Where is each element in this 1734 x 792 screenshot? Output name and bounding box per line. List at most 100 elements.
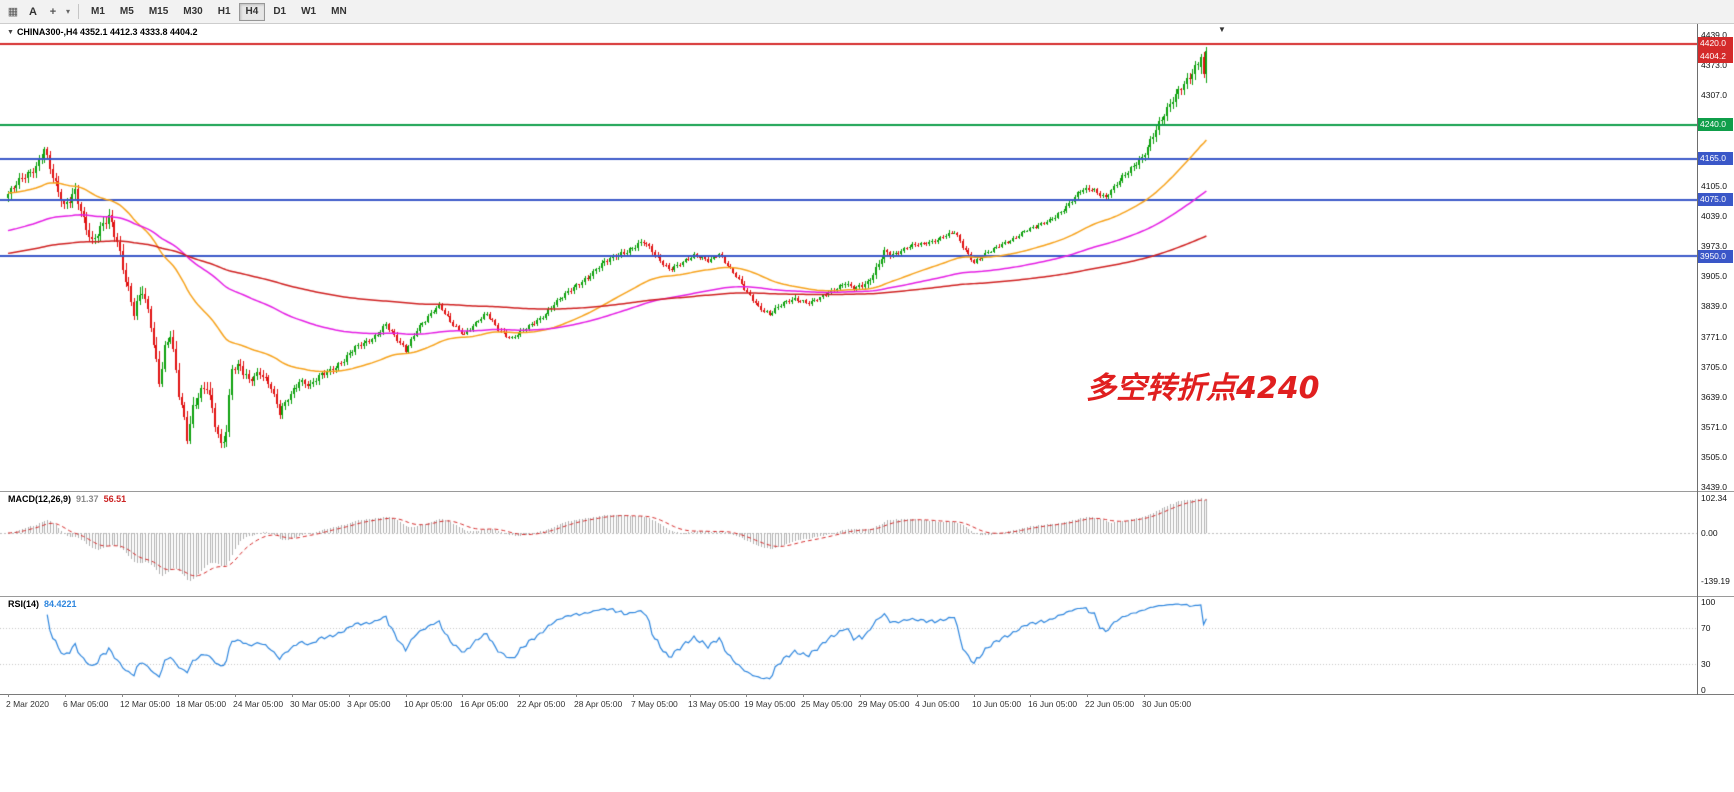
time-axis-label: 30 Mar 05:00 [290, 699, 341, 709]
time-axis-label: 7 May 05:00 [631, 699, 678, 709]
price-tick-label: 3639.0 [1701, 391, 1727, 402]
timeframe-button-m30[interactable]: M30 [183, 5, 203, 17]
rsi-indicator-label: RSI(14) 84.4221 [8, 599, 77, 609]
macd-axis-label: 102.34 [1701, 492, 1727, 503]
timeframe-button-m15[interactable]: M15 [148, 5, 169, 17]
macd-indicator-label: MACD(12,26,9) 91.37 56.51 [8, 494, 126, 504]
time-axis-label: 2 Mar 2020 [6, 699, 49, 709]
symbol-ohlc-header: ▼ CHINA300-,H4 4352.1 4412.3 4333.8 4404.… [7, 27, 198, 37]
time-tick-mark [292, 694, 293, 697]
timeframe-toolbar: M1 M5 M15 M30 H1 H4 D1 W1 MN [84, 2, 354, 21]
ohlc-header-marker-icon: ▼ [7, 29, 14, 36]
price-tick-label: 4373.0 [1701, 59, 1727, 70]
time-tick-mark [519, 694, 520, 697]
time-axis-label: 3 Apr 05:00 [347, 699, 391, 709]
price-tick-label: 4105.0 [1701, 180, 1727, 191]
macd-axis-label: -139.19 [1701, 575, 1730, 586]
time-axis-label: 4 Jun 05:00 [915, 699, 960, 709]
time-axis-label: 24 Mar 05:00 [233, 699, 284, 709]
time-axis-label: 12 Mar 05:00 [120, 699, 171, 709]
price-tick-label: 3905.0 [1701, 271, 1727, 282]
time-axis[interactable]: 2 Mar 2020 6 Mar 05:00 12 Mar 05:00 18 Mar … [0, 694, 1734, 720]
price-tick-label: 4307.0 [1701, 89, 1727, 100]
time-tick-mark [576, 694, 577, 697]
timeframe-button-h4[interactable]: H4 [238, 2, 266, 21]
time-tick-mark [406, 694, 407, 697]
time-tick-mark [122, 694, 123, 697]
price-tick-label: 3439.0 [1701, 482, 1727, 492]
rsi-pane-separator[interactable] [0, 596, 1734, 597]
time-axis-label: 22 Apr 05:00 [517, 699, 566, 709]
text-tool-icon[interactable]: A [29, 5, 37, 18]
time-tick-mark [1144, 694, 1145, 697]
time-tick-mark [349, 694, 350, 697]
time-axis-label: 10 Apr 05:00 [404, 699, 453, 709]
time-axis-label: 16 Jun 05:00 [1028, 699, 1078, 709]
rsi-value: 84.4221 [44, 599, 77, 609]
price-tick-label: 4439.0 [1701, 30, 1727, 40]
toolbar-separator [78, 4, 79, 19]
price-tick-label: 3771.0 [1701, 331, 1727, 342]
macd-axis-label: 0.00 [1701, 528, 1718, 538]
timeframe-button-mn[interactable]: MN [331, 5, 347, 17]
rsi-axis-label: 30 [1701, 658, 1711, 669]
time-axis-label: 18 Mar 05:00 [176, 699, 227, 709]
time-tick-mark [235, 694, 236, 697]
time-axis-label: 19 May 05:00 [744, 699, 796, 709]
price-tick-label: 4039.0 [1701, 210, 1727, 221]
price-level-badge-4240.0: 4240.0 [1698, 118, 1733, 132]
macd-name: MACD(12,26,9) [8, 494, 72, 504]
macd-pane-separator[interactable] [0, 491, 1734, 492]
time-tick-mark [8, 694, 9, 697]
time-tick-mark [690, 694, 691, 697]
time-axis-label: 16 Apr 05:00 [460, 699, 509, 709]
chart-shift-marker-icon[interactable]: ▼ [1218, 25, 1226, 34]
symbol-ohlc-text: CHINA300-,H4 4352.1 4412.3 4333.8 4404.2 [16, 27, 198, 37]
time-axis-label: 29 May 05:00 [858, 699, 910, 709]
timeframe-button-m1[interactable]: M1 [91, 5, 105, 17]
price-level-badge-3950.0: 3950.0 [1698, 249, 1733, 263]
time-tick-mark [462, 694, 463, 697]
time-tick-mark [178, 694, 179, 697]
macd-pane-canvas[interactable] [0, 492, 1698, 596]
rsi-name: RSI(14) [8, 599, 40, 609]
price-tick-label: 3571.0 [1701, 422, 1727, 433]
price-tick-label: 3839.0 [1701, 301, 1727, 312]
macd-main-value: 91.37 [76, 494, 99, 504]
price-level-badge-4075.0: 4075.0 [1698, 193, 1733, 207]
time-tick-mark [65, 694, 66, 697]
time-tick-mark [1030, 694, 1031, 697]
timeframe-button-m5[interactable]: M5 [119, 5, 134, 17]
time-axis-label: 13 May 05:00 [688, 699, 740, 709]
crosshair-dropdown-caret-icon[interactable]: ▾ [65, 7, 70, 16]
rsi-pane-canvas[interactable] [0, 597, 1698, 694]
rsi-axis-label: 0 [1701, 685, 1706, 695]
time-tick-mark [633, 694, 634, 697]
time-axis-label: 10 Jun 05:00 [972, 699, 1022, 709]
time-tick-mark [803, 694, 804, 697]
price-tick-label: 3705.0 [1701, 361, 1727, 372]
chart-annotation: 多空转折点4240 [1086, 371, 1320, 406]
macd-signal-value: 56.51 [103, 494, 127, 504]
time-axis-label: 28 Apr 05:00 [574, 699, 623, 709]
crosshair-tool-icon[interactable]: + [49, 5, 57, 18]
time-axis-line [0, 694, 1734, 695]
timeframe-button-d1[interactable]: D1 [273, 5, 287, 17]
timeframe-button-h1[interactable]: H1 [217, 5, 231, 17]
rsi-axis-label: 70 [1701, 623, 1711, 634]
price-tick-label: 3505.0 [1701, 452, 1727, 463]
time-axis-label: 22 Jun 05:00 [1085, 699, 1135, 709]
price-axis[interactable]: 4439.0 4373.0 4307.0 4105.0 4039.0 3973.0 3905… [1698, 24, 1734, 695]
time-tick-mark [974, 694, 975, 697]
price-tick-label: 3973.0 [1701, 240, 1727, 251]
main-chart-canvas[interactable] [0, 24, 1698, 491]
chart-list-icon[interactable]: ▦ [7, 6, 19, 18]
time-axis-label: 30 Jun 05:00 [1142, 699, 1192, 709]
time-axis-label: 6 Mar 05:00 [63, 699, 109, 709]
timeframe-button-w1[interactable]: W1 [301, 5, 317, 17]
price-level-badge-4404.2: 4404.2 [1698, 50, 1733, 64]
time-tick-mark [917, 694, 918, 697]
rsi-axis-label: 100 [1701, 597, 1716, 607]
time-tick-mark [860, 694, 861, 697]
